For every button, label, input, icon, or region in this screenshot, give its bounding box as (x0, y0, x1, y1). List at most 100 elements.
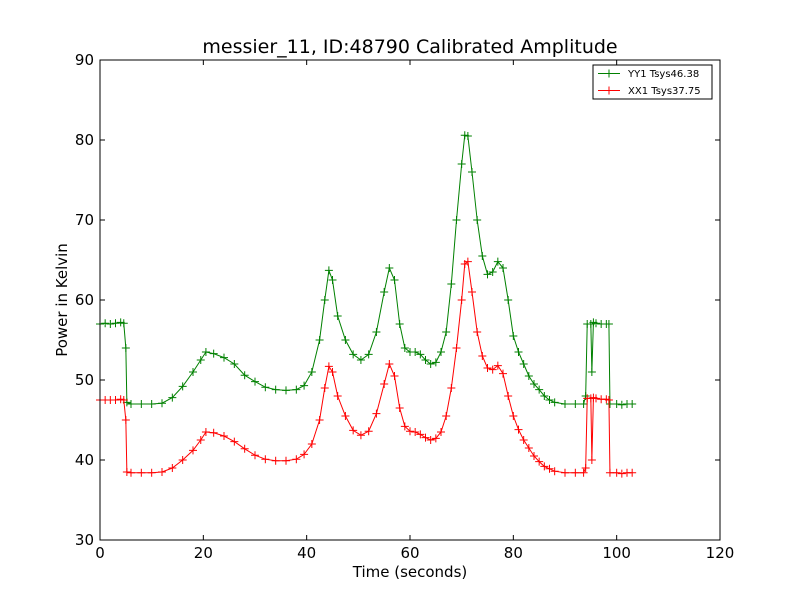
data-point (178, 382, 187, 391)
data-point (604, 396, 613, 404)
data-point (292, 385, 301, 394)
data-point (571, 400, 580, 408)
data-point (292, 455, 301, 464)
data-point (473, 328, 482, 336)
y-tick-label: 30 (75, 531, 94, 549)
data-point (493, 361, 502, 370)
data-point (488, 268, 497, 276)
data-point (106, 320, 115, 328)
data-point (581, 464, 590, 472)
y-tick-label: 90 (75, 51, 94, 69)
y-axis-label: Power in Kelvin (53, 243, 71, 357)
x-tick-label: 0 (95, 544, 105, 562)
data-point (282, 386, 290, 395)
data-point (119, 396, 128, 404)
data-point (571, 468, 580, 477)
data-point (431, 358, 440, 367)
data-point (356, 356, 365, 364)
data-point (324, 266, 333, 275)
data-point (535, 385, 544, 394)
y-tick-label: 60 (75, 291, 94, 309)
data-point (592, 319, 600, 328)
data-point (457, 296, 466, 304)
data-point (540, 462, 549, 471)
data-point (307, 440, 316, 448)
data-point (540, 392, 549, 400)
data-point (240, 371, 249, 380)
data-point (320, 384, 329, 392)
data-point (201, 428, 210, 436)
data-point (196, 436, 205, 444)
data-point (119, 319, 128, 328)
data-point (468, 288, 476, 296)
data-point (261, 455, 270, 464)
data-point (447, 384, 456, 392)
data-point (561, 400, 569, 408)
data-point (349, 350, 358, 359)
data-point (121, 416, 130, 424)
data-point (509, 412, 518, 420)
data-point (240, 444, 249, 453)
data-point (251, 377, 259, 386)
plot-area: 0 20 40 60 80 100 120 30 40 50 60 70 80 90 (75, 51, 734, 562)
data-point (530, 380, 538, 388)
data-point (385, 360, 394, 368)
x-axis-label: Time (seconds) (352, 563, 468, 581)
data-point (111, 396, 120, 404)
data-point (328, 368, 337, 376)
data-point (617, 469, 626, 478)
data-point (605, 400, 614, 408)
y-tick-label: 70 (75, 211, 94, 229)
data-point (452, 216, 461, 224)
data-point (604, 320, 613, 328)
data-point (628, 400, 637, 408)
data-point (452, 344, 461, 352)
data-point (364, 350, 373, 359)
data-point (509, 332, 518, 340)
data-point (561, 468, 569, 477)
data-point (524, 444, 533, 452)
data-point (535, 457, 544, 466)
y-tick-label: 80 (75, 131, 94, 149)
data-point (395, 404, 404, 412)
data-point (320, 296, 329, 304)
data-point (519, 436, 528, 444)
data-point (127, 468, 135, 477)
data-point (271, 456, 280, 465)
data-point (158, 468, 166, 476)
data-point (514, 348, 523, 356)
data-point (519, 360, 528, 368)
data-point (400, 344, 409, 352)
data-point (530, 452, 538, 460)
data-point (121, 344, 130, 352)
legend-label-xx1: XX1 Tsys37.75 (628, 86, 701, 97)
data-point (411, 428, 420, 436)
x-tick-label: 120 (706, 544, 735, 562)
legend-box (592, 64, 713, 100)
data-point (612, 400, 621, 408)
data-point (504, 392, 513, 400)
x-tick-label: 20 (194, 544, 213, 562)
data-point (488, 365, 497, 374)
data-point (483, 364, 492, 372)
data-point (315, 336, 324, 344)
data-point (380, 288, 389, 296)
data-point (261, 383, 270, 392)
data-point (230, 437, 239, 446)
data-point (137, 400, 146, 408)
data-point (209, 428, 218, 437)
series-layer (96, 131, 637, 478)
data-point (201, 348, 210, 356)
data-point (158, 399, 166, 408)
data-point (395, 320, 404, 328)
legend-marker-xx1 (605, 86, 613, 95)
data-point (493, 257, 502, 266)
x-tick-label: 40 (297, 544, 316, 562)
data-point (324, 362, 333, 371)
data-point (473, 216, 482, 224)
data-point (545, 464, 554, 473)
ticks-layer: 0 20 40 60 80 100 120 30 40 50 60 70 80 90 (75, 51, 734, 562)
data-point (592, 394, 600, 403)
data-point (127, 400, 135, 408)
